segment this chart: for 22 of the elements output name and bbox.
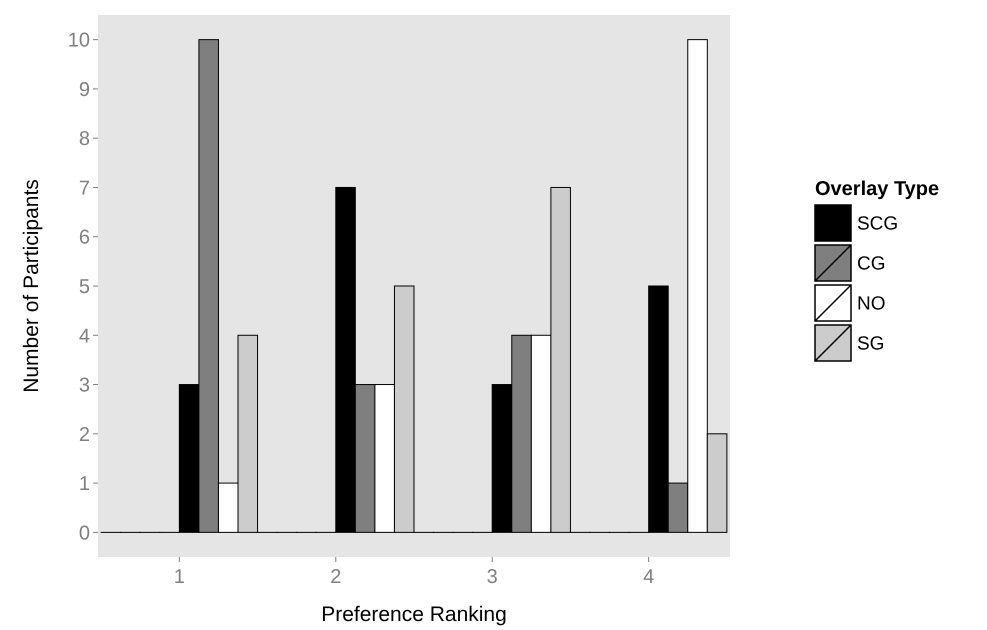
legend-title: Overlay Type <box>815 178 940 200</box>
y-tick-label: 10 <box>68 30 90 52</box>
y-tick-label: 5 <box>78 276 90 298</box>
y-tick-label: 1 <box>78 473 90 496</box>
y-tick-label: 9 <box>78 78 90 101</box>
y-tick-label: 3 <box>78 374 90 397</box>
x-tick-label: 2 <box>330 566 342 588</box>
y-tick-label: 4 <box>78 325 90 348</box>
y-tick-label: 8 <box>78 128 90 150</box>
y-tick-label: 7 <box>78 177 90 200</box>
legend-label: SG <box>857 334 884 355</box>
x-tick-label: 3 <box>486 566 498 588</box>
y-axis-title: Number of Participants <box>20 179 43 393</box>
y-tick-label: 6 <box>78 226 90 249</box>
y-tick-label: 0 <box>78 522 90 544</box>
y-tick-label: 2 <box>78 424 90 446</box>
legend-label: NO <box>857 294 886 315</box>
legend-label: CG <box>857 254 886 275</box>
x-tick-label: 1 <box>174 566 185 588</box>
legend-label: SCG <box>857 214 898 235</box>
x-axis-title: Preference Ranking <box>321 603 507 626</box>
x-tick-label: 4 <box>643 566 654 588</box>
